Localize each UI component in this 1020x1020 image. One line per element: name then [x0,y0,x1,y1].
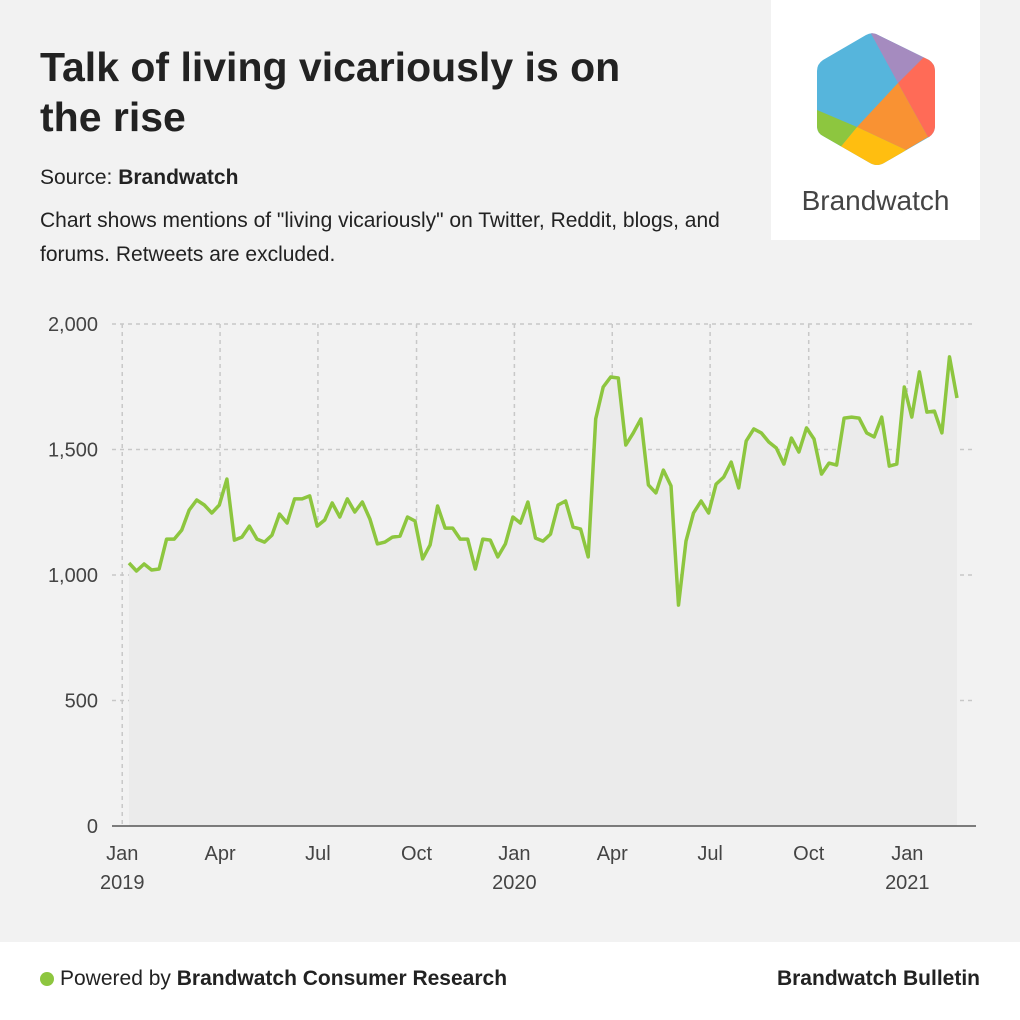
green-dot-icon [40,972,54,986]
brandwatch-logo: Brandwatch [771,0,980,240]
source-name: Brandwatch [118,166,239,189]
source-line: Source: Brandwatch [40,166,238,190]
line-chart: 0 500 1,000 1,500 2,000 Jan 2019 Apr Jul Oct Jan 20… [48,314,976,894]
x-tick-label: Oct [793,843,825,865]
x-tick-label: Apr [205,843,236,865]
x-tick-label: Jul [697,843,723,865]
y-tick-label: 1,000 [48,565,98,587]
x-tick-year-label: 2019 [100,872,145,894]
y-tick-label: 500 [65,691,98,713]
x-tick-label: Jan [891,843,923,865]
x-tick-label: Jan [106,843,138,865]
area-fill [129,356,957,826]
chart-description: Chart shows mentions of "living vicariou… [40,209,720,266]
x-tick-label: Oct [401,843,433,865]
powered-name: Brandwatch Consumer Research [176,967,508,990]
x-tick-label: Apr [597,843,628,865]
y-tick-label: 0 [87,816,98,838]
logo-wordmark: Brandwatch [801,185,950,216]
source-label: Source: [40,166,113,189]
y-tick-label: 2,000 [48,314,98,336]
series-line-mentions [127,355,959,607]
powered-by: Powered by Brandwatch Consumer Research [60,967,507,991]
x-tick-year-label: 2021 [885,872,930,894]
y-tick-label: 1,500 [48,440,98,462]
hexagon-logo-icon [817,33,935,166]
x-tick-label: Jul [305,843,331,865]
footer: Powered by Brandwatch Consumer Research … [0,942,1020,1020]
chart-title: Talk of living vicariously is on the ris… [40,44,621,140]
powered-prefix: Powered by [60,967,171,990]
brandwatch-bulletin: Brandwatch Bulletin [776,967,980,990]
x-tick-label: Jan [498,843,530,865]
x-tick-year-label: 2020 [492,872,537,894]
